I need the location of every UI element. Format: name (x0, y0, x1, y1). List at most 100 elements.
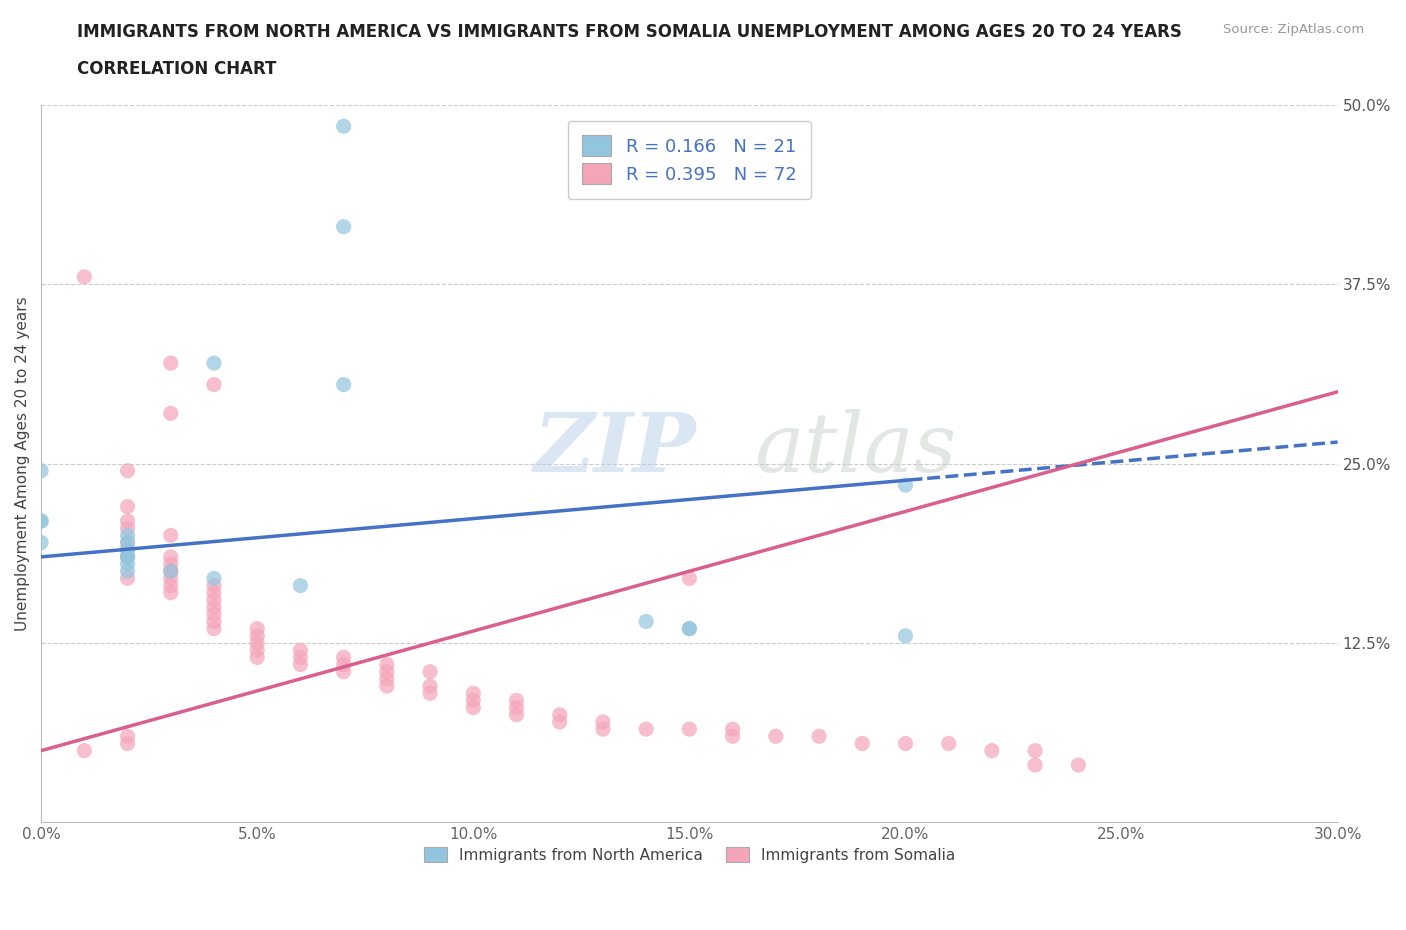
Text: atlas: atlas (754, 409, 956, 489)
Point (678, 621, 700, 636)
Point (246, 650, 269, 665)
Point (419, 685, 441, 700)
Point (159, 564, 181, 578)
Point (202, 614, 225, 629)
Point (246, 635, 269, 650)
Point (375, 671, 398, 686)
Point (980, 743, 1002, 758)
Point (678, 621, 700, 636)
Point (463, 693, 485, 708)
Point (117, 564, 139, 578)
Point (73, 270, 96, 285)
Point (117, 463, 139, 478)
Point (117, 736, 139, 751)
Point (117, 557, 139, 572)
Point (332, 658, 354, 672)
Y-axis label: Unemployment Among Ages 20 to 24 years: Unemployment Among Ages 20 to 24 years (15, 297, 30, 631)
Point (290, 578, 312, 593)
Point (117, 550, 139, 565)
Point (938, 736, 960, 751)
Point (332, 650, 354, 665)
Point (117, 550, 139, 565)
Point (117, 535, 139, 550)
Point (202, 378, 225, 392)
Point (159, 578, 181, 593)
Point (592, 714, 614, 729)
Point (202, 592, 225, 607)
Point (202, 578, 225, 593)
Point (548, 708, 571, 723)
Point (332, 664, 354, 679)
Text: ZIP: ZIP (534, 409, 696, 489)
Point (202, 585, 225, 600)
Point (246, 621, 269, 636)
Point (894, 736, 917, 751)
Point (721, 722, 744, 737)
Point (721, 729, 744, 744)
Point (117, 528, 139, 543)
Point (246, 629, 269, 644)
Point (375, 679, 398, 694)
Point (592, 722, 614, 737)
Point (505, 700, 527, 715)
Point (159, 557, 181, 572)
Point (202, 600, 225, 615)
Point (636, 614, 658, 629)
Point (765, 729, 787, 744)
Point (159, 405, 181, 420)
Point (894, 629, 917, 644)
Point (159, 550, 181, 565)
Point (332, 119, 354, 134)
Point (202, 355, 225, 370)
Point (290, 658, 312, 672)
Point (290, 650, 312, 665)
Point (290, 643, 312, 658)
Point (117, 542, 139, 557)
Text: Source: ZipAtlas.com: Source: ZipAtlas.com (1223, 23, 1364, 36)
Point (636, 722, 658, 737)
Point (30, 535, 52, 550)
Point (202, 571, 225, 586)
Point (246, 643, 269, 658)
Point (73, 743, 96, 758)
Point (159, 528, 181, 543)
Point (117, 571, 139, 586)
Point (30, 513, 52, 528)
Point (332, 219, 354, 234)
Point (117, 513, 139, 528)
Point (894, 478, 917, 493)
Point (678, 722, 700, 737)
Point (159, 585, 181, 600)
Point (1024, 758, 1046, 773)
Point (159, 564, 181, 578)
Point (332, 378, 354, 392)
Point (117, 535, 139, 550)
Point (159, 571, 181, 586)
Point (117, 729, 139, 744)
Point (463, 700, 485, 715)
Point (202, 621, 225, 636)
Point (375, 664, 398, 679)
Point (30, 513, 52, 528)
Point (117, 499, 139, 514)
Text: CORRELATION CHART: CORRELATION CHART (77, 60, 277, 78)
Text: IMMIGRANTS FROM NORTH AMERICA VS IMMIGRANTS FROM SOMALIA UNEMPLOYMENT AMONG AGES: IMMIGRANTS FROM NORTH AMERICA VS IMMIGRA… (77, 23, 1182, 41)
Point (375, 658, 398, 672)
Point (1024, 743, 1046, 758)
Point (1067, 758, 1090, 773)
Point (678, 571, 700, 586)
Point (463, 685, 485, 700)
Point (30, 463, 52, 478)
Point (202, 607, 225, 622)
Point (505, 693, 527, 708)
Point (117, 542, 139, 557)
Point (548, 714, 571, 729)
Point (419, 664, 441, 679)
Point (808, 729, 831, 744)
Point (159, 564, 181, 578)
Point (117, 521, 139, 536)
Point (159, 355, 181, 370)
Point (851, 736, 873, 751)
Point (117, 550, 139, 565)
Legend: Immigrants from North America, Immigrants from Somalia: Immigrants from North America, Immigrant… (418, 841, 962, 869)
